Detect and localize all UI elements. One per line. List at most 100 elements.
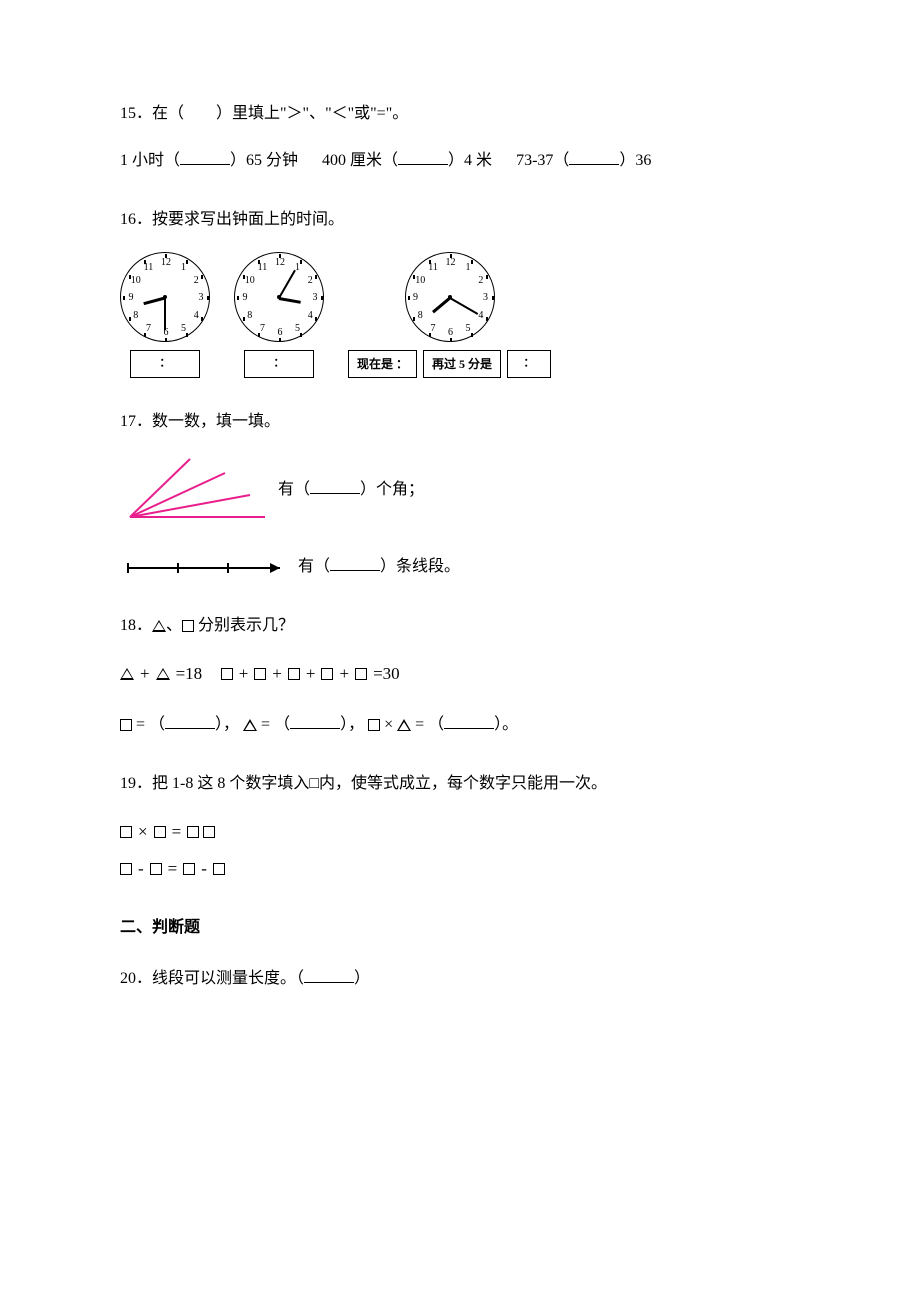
q15-item-1-left: 1 小时（ bbox=[120, 152, 180, 169]
minus-op: - bbox=[138, 854, 144, 885]
q17-prompt: 17．数一数，填一填。 bbox=[120, 408, 800, 437]
square-icon[interactable] bbox=[203, 826, 215, 838]
mult-op: × bbox=[138, 817, 148, 848]
triangle-icon bbox=[152, 620, 166, 632]
q17-angle-row: 有（ ）个角； bbox=[120, 455, 800, 525]
txt: ）个角； bbox=[360, 481, 424, 498]
segment-figure bbox=[120, 556, 290, 580]
clock-face-3: 123456789101112 bbox=[405, 252, 495, 342]
clock-1: 123456789101112 ： bbox=[120, 252, 210, 378]
triangle-icon bbox=[156, 668, 170, 680]
square-icon[interactable] bbox=[154, 826, 166, 838]
blank[interactable] bbox=[569, 149, 619, 165]
q19-prompt: 19．把 1-8 这 8 个数字填入□内，使等式成立，每个数字只能用一次。 bbox=[120, 770, 800, 799]
q15-item-1-right: ）65 分钟 bbox=[230, 152, 298, 169]
blank[interactable] bbox=[310, 478, 360, 494]
q15-prompt: 15．在（ ）里填上"＞"、"＜"或"="。 bbox=[120, 100, 800, 129]
square-icon bbox=[120, 719, 132, 731]
square-icon bbox=[182, 620, 194, 632]
colon: ： bbox=[274, 354, 285, 374]
q16-prompt: 16．按要求写出钟面上的时间。 bbox=[120, 206, 800, 235]
triangle-icon bbox=[397, 719, 411, 731]
txt: ）条线段。 bbox=[380, 558, 460, 575]
question-19: 19．把 1-8 这 8 个数字填入□内，使等式成立，每个数字只能用一次。 ×=… bbox=[120, 770, 800, 884]
angle-figure bbox=[120, 455, 270, 525]
question-15: 15．在（ ）里填上"＞"、"＜"或"="。 1 小时（ ）65 分钟 400 厘… bbox=[120, 100, 800, 176]
q18-prompt: 18．、 分别表示几？ bbox=[120, 612, 800, 641]
q15-item-2: 400 厘米（ ）4 米 bbox=[322, 147, 492, 176]
q18-text: 分别表示几？ bbox=[198, 617, 294, 634]
clock-3-group: 123456789101112 现在是 ： 再过 5 分是 ： bbox=[348, 252, 551, 378]
blank[interactable] bbox=[444, 713, 494, 729]
label-after: 再过 5 分是 bbox=[423, 350, 501, 378]
q15-items: 1 小时（ ）65 分钟 400 厘米（ ）4 米 73-37（ ）36 bbox=[120, 147, 800, 176]
q18-equations: +=18 ++++=30 bbox=[120, 659, 800, 690]
eq-op: = bbox=[172, 817, 182, 848]
square-icon bbox=[221, 668, 233, 680]
q17-angle-answer: 有（ ）个角； bbox=[278, 476, 424, 505]
question-20: 20．线段可以测量长度。（） bbox=[120, 965, 800, 994]
time-box-3[interactable]: ： bbox=[507, 350, 551, 378]
q15-num: 15． bbox=[120, 105, 152, 122]
q19-num: 19． bbox=[120, 775, 152, 792]
q15-item-2-left: 400 厘米（ bbox=[322, 152, 398, 169]
q20-pre: 线段可以测量长度。（ bbox=[152, 970, 304, 987]
label-now-text: 现在是 bbox=[357, 354, 393, 376]
square-icon[interactable] bbox=[150, 863, 162, 875]
square-icon[interactable] bbox=[120, 826, 132, 838]
q15-item-3: 73-37（ ）36 bbox=[516, 147, 651, 176]
blank[interactable] bbox=[180, 149, 230, 165]
blank[interactable] bbox=[165, 713, 215, 729]
triangle-icon bbox=[243, 719, 257, 731]
q17-num: 17． bbox=[120, 413, 152, 430]
q20-num: 20． bbox=[120, 970, 152, 987]
square-icon[interactable] bbox=[187, 826, 199, 838]
square-icon bbox=[368, 719, 380, 731]
minus-op: - bbox=[201, 854, 207, 885]
square-icon bbox=[254, 668, 266, 680]
square-icon[interactable] bbox=[213, 863, 225, 875]
question-18: 18．、 分别表示几？ +=18 ++++=30 = （）， = （）， × =… bbox=[120, 612, 800, 740]
square-icon bbox=[355, 668, 367, 680]
q19-text: 把 1-8 这 8 个数字填入□内，使等式成立，每个数字只能用一次。 bbox=[152, 775, 607, 792]
blank[interactable] bbox=[330, 555, 380, 571]
question-17: 17．数一数，填一填。 有（ ）个角； 有（ ）条线段。 bbox=[120, 408, 800, 582]
clock-face-1: 123456789101112 bbox=[120, 252, 210, 342]
q15-text: 在（ ）里填上"＞"、"＜"或"="。 bbox=[152, 105, 408, 122]
clock-face-2: 123456789101112 bbox=[234, 252, 324, 342]
q18-num: 18． bbox=[120, 617, 152, 634]
q15-item-3-left: 73-37（ bbox=[516, 152, 569, 169]
q19-eq2: -=- bbox=[120, 854, 800, 885]
square-icon[interactable] bbox=[183, 863, 195, 875]
colon: ： bbox=[524, 354, 535, 374]
q15-item-3-right: ）36 bbox=[619, 152, 651, 169]
q17-segment-answer: 有（ ）条线段。 bbox=[298, 553, 460, 582]
q16-num: 16． bbox=[120, 211, 152, 228]
q19-eq1: ×= bbox=[120, 817, 800, 848]
triangle-icon bbox=[120, 668, 134, 680]
question-16: 16．按要求写出钟面上的时间。 123456789101112 ： 123456… bbox=[120, 206, 800, 379]
q20-prompt: 20．线段可以测量长度。（） bbox=[120, 965, 800, 994]
blank[interactable] bbox=[398, 149, 448, 165]
square-icon[interactable] bbox=[120, 863, 132, 875]
q18-answers: = （）， = （）， × = （）。 bbox=[120, 711, 800, 740]
time-box-1[interactable]: ： bbox=[130, 350, 200, 378]
clock-3-labels: 现在是 ： 再过 5 分是 ： bbox=[348, 350, 551, 378]
txt: 有（ bbox=[278, 481, 310, 498]
txt: 有（ bbox=[298, 558, 330, 575]
square-icon bbox=[321, 668, 333, 680]
eq-op: = bbox=[168, 854, 178, 885]
time-box-2[interactable]: ： bbox=[244, 350, 314, 378]
label-now: 现在是 ： bbox=[348, 350, 417, 378]
q17-segment-row: 有（ ）条线段。 bbox=[120, 553, 800, 582]
clock-2: 123456789101112 ： bbox=[234, 252, 324, 378]
colon: ： bbox=[396, 354, 408, 376]
q15-item-2-right: ）4 米 bbox=[448, 152, 492, 169]
colon: ： bbox=[160, 354, 171, 374]
clocks-row: 123456789101112 ： 123456789101112 ： 1234… bbox=[120, 252, 800, 378]
q17-text: 数一数，填一填。 bbox=[152, 413, 280, 430]
blank[interactable] bbox=[304, 967, 354, 983]
blank[interactable] bbox=[290, 713, 340, 729]
label-after-text: 再过 5 分是 bbox=[432, 354, 492, 376]
q15-item-1: 1 小时（ ）65 分钟 bbox=[120, 147, 298, 176]
